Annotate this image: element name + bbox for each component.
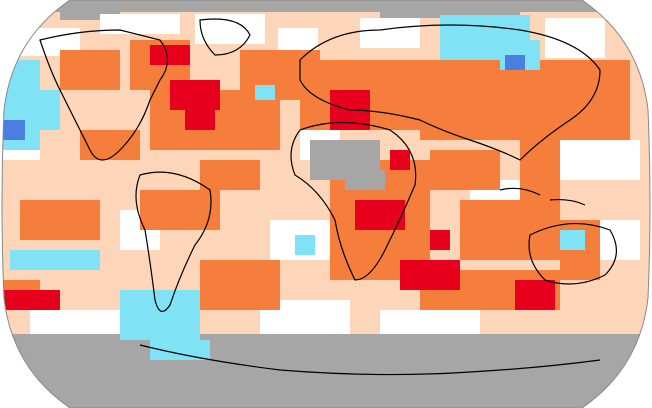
coastline-south-america [135,171,212,312]
anomaly-cell [185,110,215,130]
anomaly-cell [295,235,315,255]
anomaly-cell [10,250,100,270]
anomaly-cell [255,85,275,100]
anomaly-cell [278,28,318,50]
arctic-no-data-band-3 [380,10,520,18]
anomaly-cell [380,310,480,334]
anomaly-cell [520,140,560,200]
anomaly-cell [600,220,640,260]
anomaly-cell [540,60,630,140]
coastline-north-america [39,29,169,161]
anomaly-cell [430,150,500,190]
anomaly-cell [460,200,560,260]
coastline-africa [290,121,417,281]
anomaly-cell [390,150,410,170]
cool-light-patches [2,15,585,360]
coastline-australia [528,223,617,285]
anomaly-cell [170,80,220,110]
anomaly-cell [195,14,265,44]
anomaly-cell [430,230,450,250]
central-africa-no-data-2 [345,170,385,190]
anomaly-cell [560,140,640,180]
anomaly-cell [60,50,120,90]
anomaly-cell [545,18,605,58]
anomaly-cell [120,290,200,340]
cool-strong-patches [2,55,525,140]
anomaly-cell [400,260,460,290]
anomaly-cell [80,130,140,160]
anomaly-cell [360,18,420,48]
anomaly-cell [505,55,525,70]
coastline-eurasia [299,24,601,161]
coastline-greenland [199,18,251,56]
anomaly-cell [150,340,210,360]
anomaly-cell [420,60,540,140]
anomaly-cell [150,45,190,65]
arctic-no-data-band-2 [60,10,120,20]
warm-extreme-patches [2,45,555,310]
anomaly-cell [2,290,60,310]
anomaly-cell [140,190,220,230]
anomaly-cell [20,200,100,240]
anomaly-cell [515,280,555,310]
coastline-antarctica [139,344,601,376]
anomaly-cell [560,230,585,250]
antarctic-no-data-band [2,334,650,408]
anomaly-cell [100,14,180,34]
anomaly-cell [200,260,280,310]
anomaly-cell [30,310,130,334]
anomaly-cell [200,160,260,190]
arctic-no-data-band [2,0,650,12]
anomaly-cell [30,90,60,130]
coastlines [39,18,617,376]
coastline-indonesia [499,187,586,206]
anomaly-cell [2,120,25,140]
